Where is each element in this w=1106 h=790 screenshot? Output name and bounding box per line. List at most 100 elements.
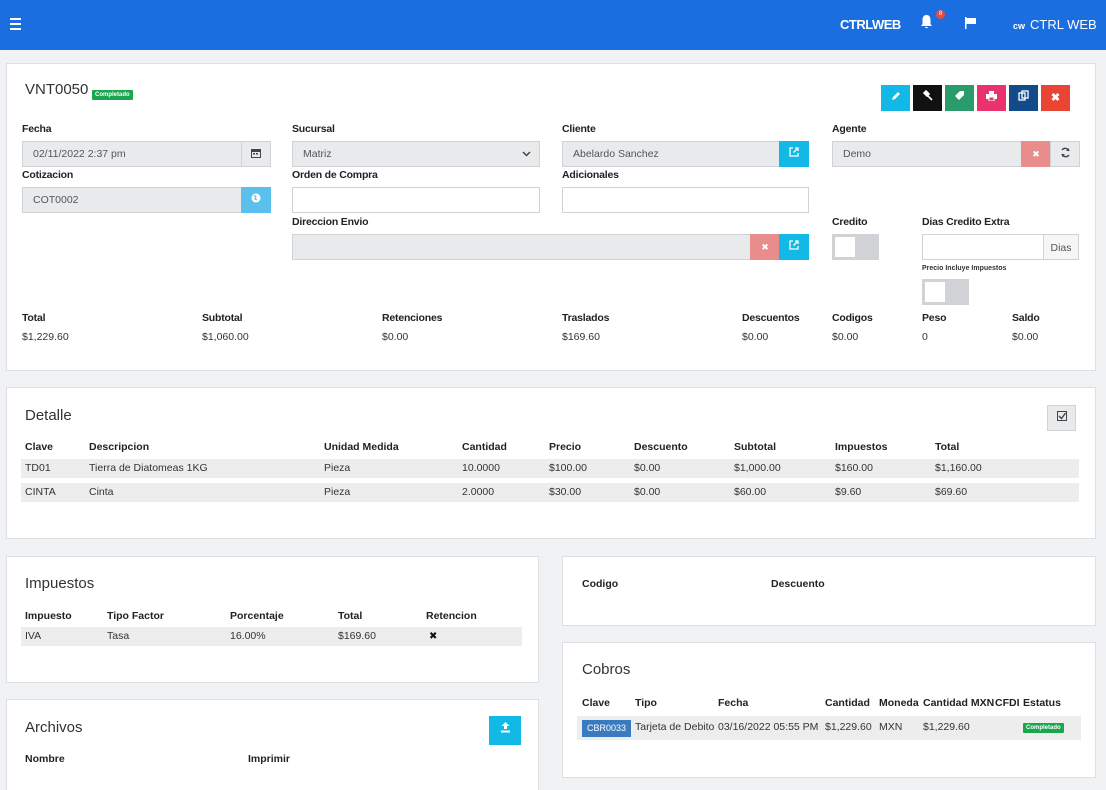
total-value: 0 <box>922 331 928 343</box>
detalle-header: Cantidad <box>462 441 507 453</box>
tag-button[interactable] <box>945 85 974 111</box>
table-cell: Pieza <box>324 462 351 474</box>
edit-button[interactable] <box>881 85 910 111</box>
gavel-button[interactable] <box>913 85 942 111</box>
cobros-header: Fecha <box>718 697 749 709</box>
table-row[interactable] <box>21 627 522 646</box>
chevron-down-icon <box>522 142 531 166</box>
total-label: Peso <box>922 312 947 324</box>
adicionales-input[interactable] <box>562 187 809 213</box>
total-label: Codigos <box>832 312 873 324</box>
table-row[interactable] <box>21 483 1079 502</box>
total-value: $0.00 <box>382 331 409 343</box>
table-cell: MXN <box>879 721 903 733</box>
notification-count-badge: 8 <box>936 10 945 19</box>
dias-input[interactable] <box>922 234 1044 260</box>
refresh-icon[interactable] <box>1050 141 1080 167</box>
delete-button[interactable]: ✖ <box>1041 85 1070 111</box>
upload-button[interactable] <box>489 716 521 745</box>
detalle-card: Detalle Clave Descripcion Unidad Medida Can… <box>6 387 1096 539</box>
table-row[interactable] <box>577 716 1081 740</box>
table-cell: $1,160.00 <box>935 462 982 474</box>
table-cell: $1,229.60 <box>825 721 872 733</box>
fecha-input[interactable]: 02/11/2022 2:37 pm <box>22 141 242 167</box>
impuestos-header: Impuesto <box>25 610 72 622</box>
cobros-header: Clave <box>582 697 611 709</box>
tag-icon <box>955 91 964 100</box>
direccion-input[interactable] <box>292 234 751 260</box>
codigos-header-descuento: Descuento <box>771 578 825 590</box>
close-icon: ✖ <box>761 242 769 252</box>
impuestos-header: Porcentaje <box>230 610 284 622</box>
cobros-header: Estatus <box>1023 697 1061 709</box>
credito-label: Credito <box>832 216 868 228</box>
table-cell: $0.00 <box>634 486 661 498</box>
cobros-title: Cobros <box>582 661 631 678</box>
archivos-header-nombre: Nombre <box>25 753 65 765</box>
table-cell: $169.60 <box>338 630 376 642</box>
open-address-button[interactable] <box>779 234 809 260</box>
total-value: $169.60 <box>562 331 600 343</box>
codigos-header-codigo: Codigo <box>582 578 619 590</box>
precio-impuestos-toggle[interactable] <box>922 279 969 305</box>
retencion-icon: ✖ <box>429 631 438 642</box>
menu-icon[interactable] <box>10 18 21 30</box>
table-row[interactable] <box>21 459 1079 478</box>
dias-addon: Dias <box>1043 234 1079 260</box>
pencil-icon <box>891 92 900 100</box>
cotizacion-input[interactable]: COT0002 <box>22 187 242 213</box>
external-link-icon <box>789 240 799 250</box>
copy-icon <box>1018 90 1029 101</box>
total-label: Saldo <box>1012 312 1040 324</box>
table-cell: $1,000.00 <box>734 462 781 474</box>
direccion-label: Direccion Envio <box>292 216 369 228</box>
close-icon: ✖ <box>1050 92 1061 104</box>
total-value: $0.00 <box>1012 331 1039 343</box>
codigos-card: Codigo Descuento <box>562 556 1096 626</box>
cliente-input[interactable]: Abelardo Sanchez <box>562 141 780 167</box>
table-cell: Tarjeta de Debito <box>635 721 715 733</box>
cliente-label: Cliente <box>562 123 596 135</box>
sucursal-select[interactable]: Matriz <box>292 141 540 167</box>
total-value: $0.00 <box>742 331 769 343</box>
detalle-header: Subtotal <box>734 441 776 453</box>
detalle-header: Precio <box>549 441 582 453</box>
copy-button[interactable] <box>1009 85 1038 111</box>
cobros-header: CFDI <box>995 697 1020 709</box>
clear-agent-button[interactable]: ✖ <box>1021 141 1051 167</box>
table-cell: $1,229.60 <box>923 721 970 733</box>
cotizacion-label: Cotizacion <box>22 169 74 181</box>
adicionales-label: Adicionales <box>562 169 619 181</box>
orden-input[interactable] <box>292 187 540 213</box>
cobros-header: Cantidad <box>825 697 870 709</box>
agente-input[interactable]: Demo <box>832 141 1022 167</box>
status-badge: Completado <box>1023 723 1064 733</box>
cobro-clave-badge[interactable]: CBR0033 <box>582 720 632 737</box>
globe-icon[interactable] <box>241 187 271 213</box>
table-cell: $69.60 <box>935 486 968 498</box>
calendar-icon[interactable] <box>241 141 271 167</box>
table-cell: Cinta <box>89 486 114 498</box>
table-cell: 10.0000 <box>462 462 500 474</box>
open-client-button[interactable] <box>779 141 809 167</box>
impuestos-card: Impuestos Impuesto Tipo Factor Porcentaje T… <box>6 556 539 683</box>
detalle-header: Clave <box>25 441 54 453</box>
impuestos-header: Retencion <box>426 610 477 622</box>
detalle-header: Impuestos <box>835 441 888 453</box>
user-menu[interactable]: cw CTRL WEB <box>1013 17 1097 32</box>
table-cell: TD01 <box>25 462 51 474</box>
select-all-button[interactable] <box>1047 405 1076 431</box>
archivos-card: Archivos Nombre Imprimir <box>6 699 539 790</box>
printer-icon <box>986 91 997 102</box>
flag-icon[interactable] <box>964 17 977 32</box>
total-value: $0.00 <box>832 331 859 343</box>
bell-icon[interactable] <box>920 14 933 33</box>
total-label: Retenciones <box>382 312 443 324</box>
table-cell: Tierra de Diatomeas 1KG <box>89 462 208 474</box>
clear-address-button[interactable]: ✖ <box>750 234 780 260</box>
table-cell: $30.00 <box>549 486 582 498</box>
brand-link[interactable]: CTRLWEB <box>840 17 901 32</box>
agente-label: Agente <box>832 123 867 135</box>
credito-toggle[interactable] <box>832 234 879 260</box>
print-button[interactable] <box>977 85 1006 111</box>
